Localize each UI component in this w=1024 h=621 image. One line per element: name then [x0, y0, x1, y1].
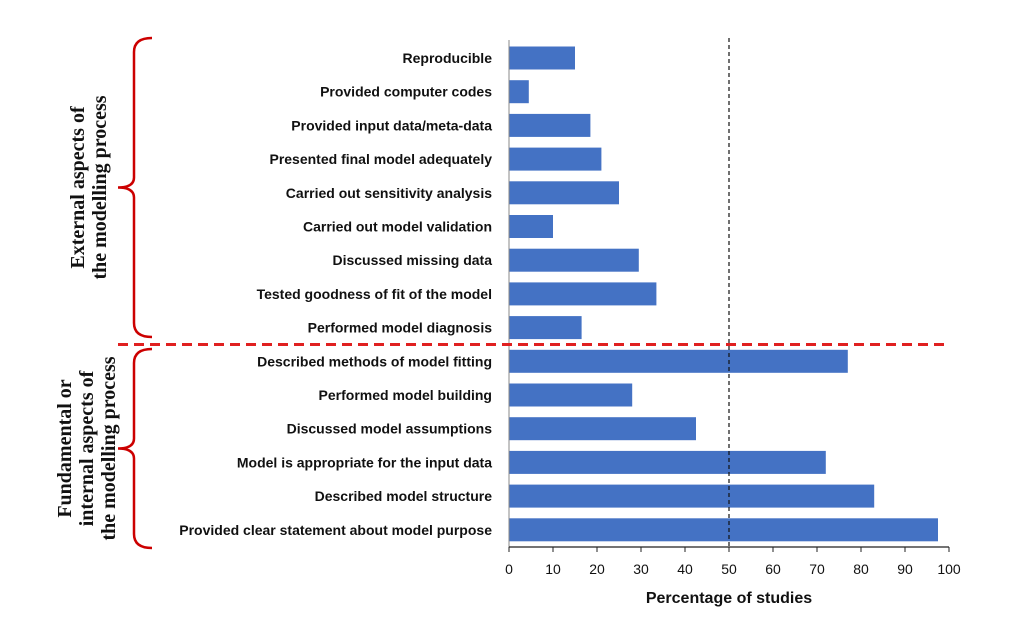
bar: [509, 383, 633, 407]
group-label-line: the modelling process: [98, 356, 120, 540]
bar: [509, 215, 553, 238]
x-tick-label: 50: [721, 561, 737, 577]
category-label: Performed model building: [319, 387, 492, 403]
bar: [509, 484, 875, 508]
group-label-line: External aspects of: [67, 106, 89, 269]
category-label: Reproducible: [403, 50, 493, 66]
x-tick-label: 60: [765, 561, 781, 577]
group-bracket: [117, 36, 153, 339]
bar: [509, 316, 582, 340]
x-tick-label: 100: [937, 561, 961, 577]
bar: [509, 349, 848, 373]
category-label: Described model structure: [315, 488, 493, 504]
x-axis-title: Percentage of studies: [646, 590, 812, 607]
bar: [509, 248, 639, 272]
bar: [509, 113, 591, 137]
bar: [509, 450, 826, 474]
bar: [509, 417, 696, 441]
category-label: Described methods of model fitting: [257, 353, 492, 369]
x-tick-label: 30: [633, 561, 649, 577]
category-label: Model is appropriate for the input data: [237, 454, 492, 470]
category-label: Presented final model adequately: [269, 151, 492, 167]
category-label: Provided clear statement about model pur…: [179, 522, 492, 538]
x-tick-label: 80: [853, 561, 869, 577]
category-label: Provided computer codes: [320, 84, 492, 100]
bar: [509, 282, 657, 306]
bar: [509, 80, 529, 104]
group-label-line: internal aspects of: [76, 370, 98, 526]
bar: [509, 147, 602, 171]
bar: [509, 181, 619, 205]
category-label: Provided input data/meta-data: [291, 117, 492, 133]
x-tick-label: 90: [897, 561, 913, 577]
group-label-line: the modelling process: [89, 95, 111, 279]
x-tick-label: 20: [589, 561, 605, 577]
bar: [509, 46, 575, 70]
category-label: Carried out sensitivity analysis: [286, 185, 492, 201]
x-tick-label: 40: [677, 561, 693, 577]
category-label: Tested goodness of fit of the model: [257, 286, 492, 302]
category-label: Performed model diagnosis: [308, 320, 493, 336]
group-label-line: Fundamental or: [54, 379, 76, 517]
x-tick-label: 10: [545, 561, 561, 577]
category-label: Discussed missing data: [332, 252, 492, 268]
category-label: Carried out model validation: [303, 219, 492, 235]
group-label: Fundamental orinternal aspects ofthe mod…: [54, 356, 120, 540]
group-label: External aspects ofthe modelling process: [67, 95, 111, 279]
x-tick-label: 0: [505, 561, 513, 577]
x-tick-label: 70: [809, 561, 825, 577]
category-label: Discussed model assumptions: [287, 421, 493, 437]
group-bracket: [117, 347, 153, 550]
bar: [509, 518, 938, 542]
